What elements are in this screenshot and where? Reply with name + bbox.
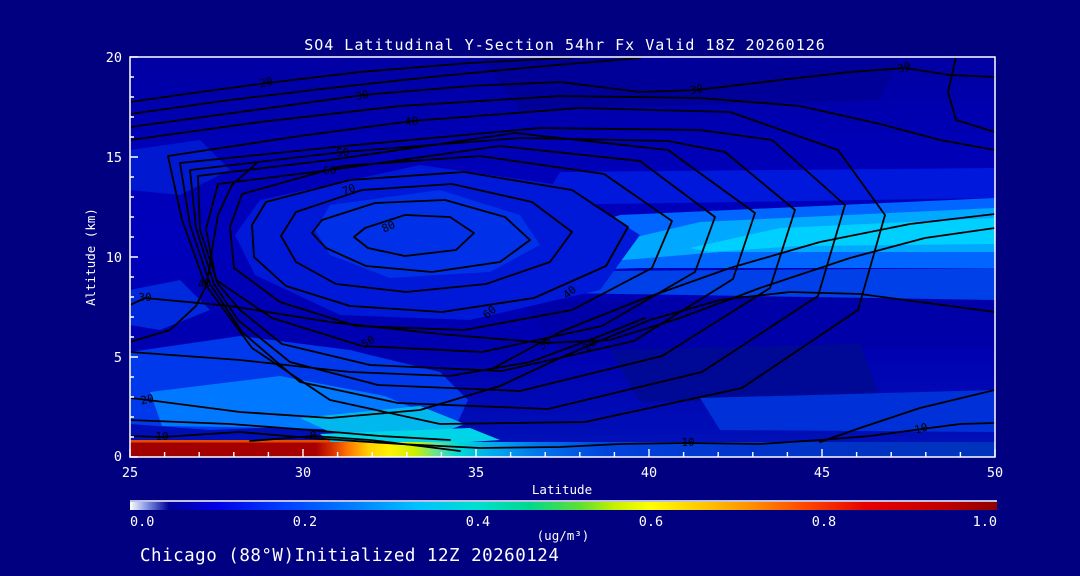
colorbar-tick-label: 0.8 (812, 514, 836, 530)
x-tick-label: 50 (987, 465, 1003, 481)
contour-label: 40 (197, 276, 212, 291)
contour-label: 0 (310, 429, 317, 442)
colorbar: 0.0 0.2 0.4 0.6 0.8 1.0 (ug/m³) (130, 500, 997, 543)
y-axis-title: Altitude (km) (83, 208, 98, 306)
y-tick-label: 10 (106, 250, 122, 266)
contour-label: 30 (689, 82, 704, 97)
x-tick-label: 40 (641, 465, 657, 481)
contour-label: 40 (404, 114, 419, 128)
y-tick-label: 15 (106, 150, 122, 166)
colorbar-tick-label: 0.4 (466, 514, 490, 530)
contour-label: 50 (359, 333, 377, 351)
contour-label: 20 (258, 75, 274, 90)
contour-label: 50 (336, 146, 350, 160)
contour-label: 80 (380, 218, 398, 235)
y-tick-label: 20 (106, 50, 122, 66)
filled-contours (130, 57, 995, 457)
axis-ticks (129, 56, 996, 458)
x-axis-title: Latitude (532, 482, 592, 497)
y-tick-label: 0 (114, 449, 122, 465)
contour-label: 30 (138, 291, 151, 304)
contour-label: 10 (913, 421, 929, 437)
plot-title: SO4 Latitudinal Y-Section 54hr Fx Valid … (304, 36, 826, 54)
contour-label: 10 (155, 430, 168, 443)
y-tick-label: 5 (114, 350, 122, 366)
footer-run-info: Chicago (88°W)Initialized 12Z 20260124 (140, 546, 559, 566)
contour-label: 10 (681, 436, 694, 449)
colorbar-tick-label: 0.2 (293, 514, 317, 530)
x-tick-label: 35 (468, 465, 484, 481)
contour-label: 30 (896, 60, 912, 76)
colorbar-tick-label: 0.0 (130, 514, 154, 530)
contour-label: 20 (139, 392, 155, 407)
x-tick-label: 45 (814, 465, 830, 481)
contour-label: 30 (354, 88, 370, 103)
contour-lines (130, 57, 995, 452)
contour-label: 70 (340, 181, 357, 198)
colorbar-ramp (130, 502, 997, 510)
contour-label: 60 (323, 164, 337, 178)
x-axis: 25 30 35 40 45 50 Latitude (122, 465, 1003, 497)
x-tick-label: 25 (122, 465, 138, 481)
contour-labels: 20 30 40 50 60 70 80 30 30 40 60 50 30 2… (138, 60, 929, 449)
colorbar-tick-label: 1.0 (973, 514, 997, 530)
x-tick-label: 30 (295, 465, 311, 481)
colorbar-units: (ug/m³) (537, 528, 590, 543)
colorbar-tick-label: 0.6 (639, 514, 663, 530)
y-axis: 20 15 10 5 0 Altitude (km) (83, 50, 122, 465)
